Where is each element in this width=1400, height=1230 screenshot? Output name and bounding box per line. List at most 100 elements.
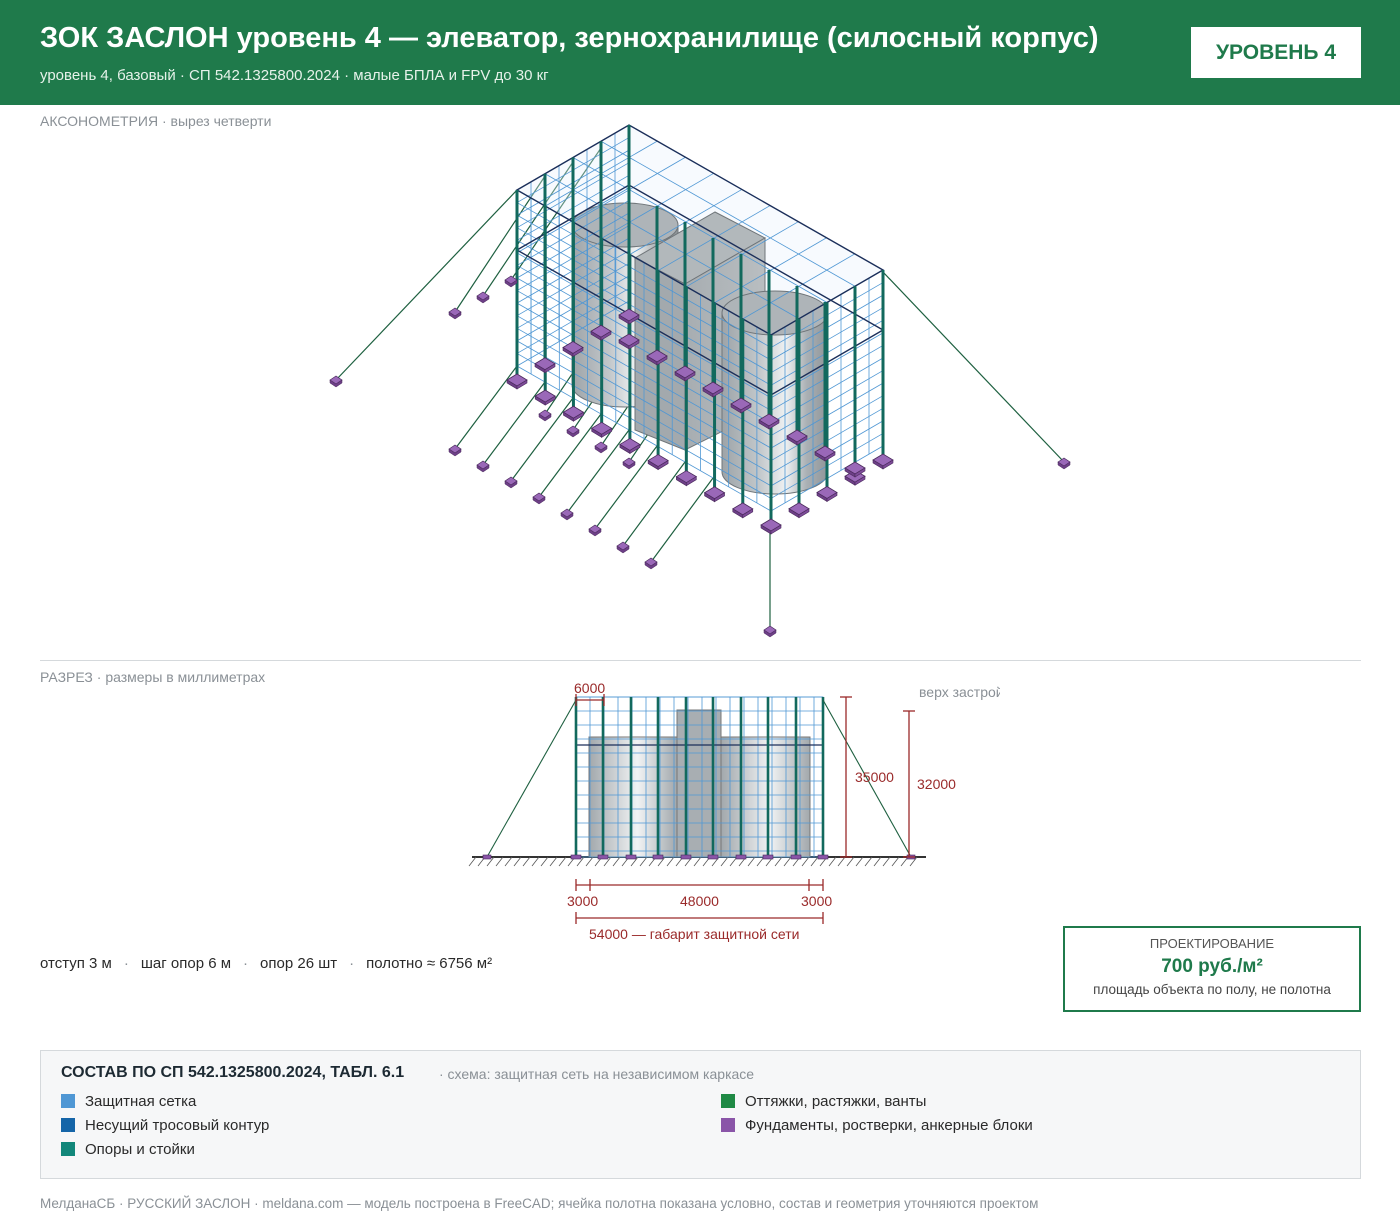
page-title: ЗОК ЗАСЛОН уровень 4 — элеватор, зернохр… [40,22,1099,54]
legend-panel: СОСТАВ ПО СП 542.1325800.2024, ТАБЛ. 6.1… [40,1050,1361,1179]
anchor-block [448,444,462,457]
section-buildings [588,709,811,858]
anchor-block [566,425,580,438]
legend-item-posts: Опоры и стойки [61,1141,195,1158]
legend-swatch [721,1094,735,1108]
stat-offset: отступ 3 м [40,955,112,972]
foundation-block [534,357,556,374]
foundation-block [562,405,585,422]
legend-swatch [61,1142,75,1156]
legend-swatch [61,1094,75,1108]
section-title: РАЗРЕЗ [40,669,93,685]
anchor-block [476,291,490,304]
page-subtitle: уровень 4, базовый · СП 542.1325800.2024… [40,67,549,84]
foundation-block [872,453,894,470]
legend-swatch [61,1118,75,1132]
foundation-block [730,397,752,414]
anchor-block [644,557,658,570]
foundation-block [786,429,808,446]
section-divider [40,660,1361,661]
anchor-block [532,492,546,505]
footer-credits: МелданаСБ · РУССКИЙ ЗАСЛОН · meldana.com… [40,1196,1039,1211]
anchor-block [763,625,777,638]
axonometry-subtitle: · вырез четверти [158,113,272,129]
legend-item-mesh: Защитная сетка [61,1093,196,1110]
foundation-block [618,333,640,350]
anchor-block [1057,457,1071,470]
foundation-block [618,308,640,325]
anchor-block [594,441,608,454]
anchor-block [448,307,462,320]
legend-item-label: Фундаменты, ростверки, анкерные блоки [745,1117,1033,1134]
foundation-block [675,470,698,487]
foundation-block [703,486,726,503]
axonometry-drawing [329,124,1071,638]
stat-fabric: полотно ≈ 6756 м² [366,955,493,972]
legend-item-label: Защитная сетка [85,1093,197,1110]
stat-supports: опор 26 шт [260,955,338,972]
anchor-block [538,409,552,422]
legend-item-label: Опоры и стойки [85,1141,195,1158]
price-box: ПРОЕКТИРОВАНИЕ 700 руб./м² площадь объек… [1063,926,1361,1012]
foundation-block [646,349,668,366]
anchor-block [622,457,636,470]
dim-building-height: 32000 [917,776,956,792]
dim-span: 48000 [680,893,719,909]
legend-note: · схема: защитная сеть на независимом ка… [439,1066,755,1082]
stat-separator: · [243,955,249,972]
dim-cell: 6000 [574,680,605,696]
foundation-block [534,389,556,406]
dim-net-height: 35000 [855,769,894,785]
dim-offset-left: 3000 [567,893,598,909]
anchor-block [588,524,602,537]
foundation-block [562,341,584,358]
stat-separator: · [123,955,129,972]
foundation-block [758,413,780,430]
section-subtitle: · размеры в миллиметрах [92,669,266,685]
level-badge: УРОВЕНЬ 4 [1191,27,1361,78]
axonometry-title: АКСОНОМЕТРИЯ [40,113,159,129]
ground-line [468,856,926,867]
anchor-block [329,375,343,388]
header-bar: ЗОК ЗАСЛОН уровень 4 — элеватор, зернохр… [0,0,1400,105]
anchor-block [504,275,518,288]
legend-item-guys: Оттяжки, растяжки, ванты [721,1093,926,1110]
dimension-lines [575,694,915,924]
legend-title: СОСТАВ ПО СП 542.1325800.2024, ТАБЛ. 6.1 [61,1064,405,1081]
stat-separator: · [349,955,355,972]
foundations [329,275,1071,638]
anchor-block [504,476,518,489]
foundation-block [506,373,528,390]
anchor-block [616,541,630,554]
legend-swatch [721,1118,735,1132]
foundation-block [816,486,838,503]
price-label: ПРОЕКТИРОВАНИЕ [1149,936,1275,951]
foundation-block [702,381,724,398]
top-of-buildings-label: верх застройки [919,684,1000,700]
section-drawing: 6000 35000 32000 3000 48000 3000 54000 —… [468,680,1000,942]
foundation-block [647,454,669,471]
dim-overall: 54000 — габарит защитной сети [589,926,799,942]
foundation-block [590,324,612,341]
foundation-block [732,502,754,519]
section-posts [574,697,825,857]
legend-item-label: Несущий тросовый контур [85,1117,270,1134]
dim-offset-right: 3000 [801,893,832,909]
foundation-block [844,461,866,478]
foundation-block [814,445,836,462]
axonometry-label: АКСОНОМЕТРИЯ · вырез четверти [40,113,271,129]
foundation-block [590,421,613,438]
legend-item-cable: Несущий тросовый контур [61,1117,269,1134]
anchor-block [476,460,490,473]
section-label: РАЗРЕЗ · размеры в миллиметрах [40,669,265,685]
foundation-block [788,502,810,519]
foundation-block [760,518,782,535]
stat-pitch: шаг опор 6 м [140,955,232,972]
price-value: 700 руб./м² [1161,956,1263,977]
section-guys [486,699,912,858]
price-note: площадь объекта по полу, не полотна [1093,982,1331,997]
anchor-block [560,508,574,521]
legend-item-label: Оттяжки, растяжки, ванты [745,1093,927,1110]
support-posts [515,125,885,525]
stats-line: отступ 3 м · шаг опор 6 м · опор 26 шт · полот… [40,955,492,972]
